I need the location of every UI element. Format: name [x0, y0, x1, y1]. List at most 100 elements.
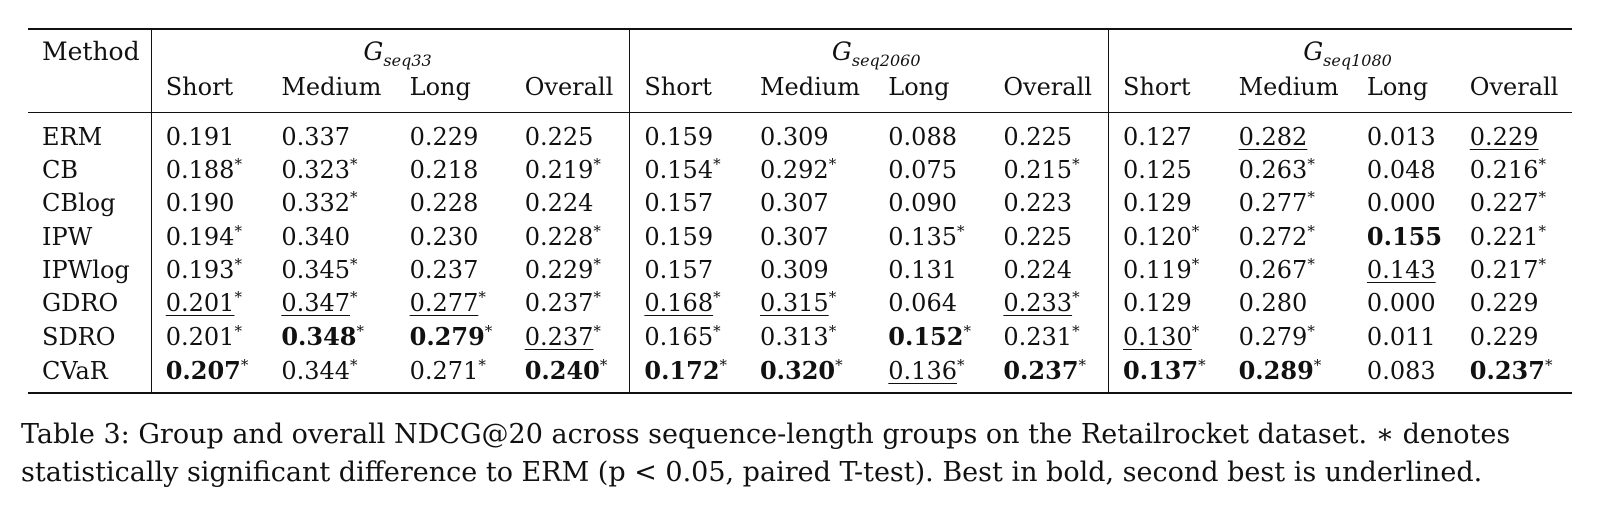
value-text: 0.225 — [1003, 123, 1073, 151]
value-cell: 0.165* — [629, 320, 746, 354]
significance-star: * — [828, 321, 837, 340]
value-text: 0.048 — [1366, 156, 1436, 184]
subcolumn-header-medium: Medium — [281, 73, 382, 101]
table-row: SDRO 0.201* 0.348* 0.279* 0.237* 0.165* 0.313*… — [28, 320, 1572, 354]
value-text: 0.340 — [281, 222, 351, 251]
value-cell: 0.228 — [396, 187, 511, 220]
value-text: 0.216 — [1469, 156, 1539, 184]
subcolumn-header-long: Long — [409, 73, 471, 101]
significance-star: * — [1538, 221, 1547, 240]
value-cell: 0.090 — [874, 187, 989, 220]
value-text: 0.137 — [1123, 356, 1199, 385]
value-cell: 0.229 — [396, 113, 511, 155]
value-text: 0.064 — [888, 289, 957, 317]
value-cell: 0.289* — [1225, 354, 1353, 393]
value-text: 0.228 — [409, 189, 479, 217]
subcolumn-header-overall: Overall — [524, 73, 614, 101]
value-cell: 0.240* — [511, 354, 630, 393]
value-cell: 0.280 — [1225, 287, 1353, 320]
value-cell: 0.143 — [1353, 254, 1456, 287]
significance-star: * — [350, 188, 358, 206]
value-text: 0.119 — [1123, 256, 1192, 284]
significance-star: * — [1078, 356, 1087, 374]
significance-star: * — [599, 356, 608, 374]
value-text: 0.225 — [524, 123, 594, 151]
significance-star: * — [1538, 255, 1547, 273]
value-text: 0.155 — [1366, 222, 1443, 251]
value-cell: 0.332* — [267, 187, 395, 220]
significance-star: * — [1538, 188, 1547, 206]
value-cell: 0.237* — [1456, 354, 1572, 393]
value-text: 0.240 — [524, 356, 600, 385]
method-cell: IPWlog — [42, 256, 130, 284]
group-symbol: G — [831, 37, 852, 66]
group-subscript: seq1080 — [1323, 51, 1392, 70]
value-text: 0.130 — [1123, 322, 1192, 351]
table-row: IPWlog 0.193* 0.345* 0.237 0.229* 0.157 0.309 0… — [28, 254, 1572, 287]
value-text: 0.337 — [281, 123, 351, 151]
significance-star: * — [719, 356, 728, 374]
value-cell: 0.157 — [629, 187, 746, 220]
value-cell: 0.237 — [396, 254, 511, 287]
value-cell: 0.129 — [1108, 287, 1225, 320]
value-cell: 0.201* — [150, 320, 268, 354]
value-cell: 0.159 — [629, 112, 746, 154]
value-cell: 0.194* — [150, 220, 268, 254]
value-cell: 0.348* — [267, 320, 395, 354]
value-cell: 0.075 — [874, 154, 989, 187]
method-header: Method — [42, 37, 140, 66]
value-cell: 0.130* — [1108, 320, 1225, 354]
significance-star: * — [957, 355, 965, 374]
value-text: 0.127 — [1123, 123, 1192, 151]
significance-star: * — [593, 321, 601, 340]
value-text: 0.129 — [1123, 189, 1192, 217]
value-text: 0.345 — [281, 256, 351, 284]
method-cell: CVaR — [42, 356, 108, 385]
subcolumn-header-medium: Medium — [759, 73, 860, 101]
table-row: IPW 0.194* 0.340 0.230 0.228* 0.159 0.307 0.135… — [28, 220, 1572, 254]
significance-star: * — [234, 288, 242, 306]
value-text: 0.315 — [759, 289, 829, 317]
value-cell: 0.201* — [150, 287, 268, 320]
significance-star: * — [828, 288, 837, 306]
value-text: 0.011 — [1366, 322, 1436, 351]
group-header-row: Method Gseq33 Gseq2060 Gseq1080 — [28, 29, 1572, 70]
significance-star: * — [713, 155, 721, 173]
value-cell: 0.154* — [629, 154, 746, 187]
value-cell: 0.230 — [396, 220, 511, 254]
method-cell: CB — [42, 156, 78, 184]
value-text: 0.157 — [644, 189, 714, 217]
significance-star: * — [593, 155, 601, 173]
group-subscript: seq33 — [383, 51, 432, 70]
value-cell: 0.157 — [629, 254, 746, 287]
value-text: 0.229 — [1469, 322, 1539, 351]
value-cell: 0.129 — [1108, 187, 1225, 220]
value-text: 0.231 — [1003, 322, 1073, 351]
value-cell: 0.131 — [874, 254, 989, 287]
significance-star: * — [234, 221, 242, 240]
value-cell: 0.309 — [746, 254, 874, 287]
subcolumn-header-medium: Medium — [1238, 73, 1339, 101]
value-text: 0.277 — [1238, 189, 1308, 217]
value-text: 0.280 — [1238, 289, 1308, 317]
value-text: 0.129 — [1123, 289, 1192, 317]
value-text: 0.154 — [644, 156, 714, 184]
value-text: 0.332 — [281, 189, 351, 217]
value-cell: 0.320* — [746, 354, 874, 393]
subcolumn-header-overall: Overall — [1469, 73, 1559, 101]
value-cell: 0.229 — [1456, 320, 1572, 354]
table-row: CVaR 0.207* 0.344* 0.271* 0.240* 0.172* 0.320*… — [28, 354, 1572, 393]
value-cell: 0.267* — [1225, 254, 1353, 287]
value-text: 0.219 — [524, 156, 594, 184]
value-cell: 0.159 — [629, 220, 746, 254]
value-text: 0.159 — [644, 222, 714, 251]
value-text: 0.289 — [1238, 356, 1314, 385]
value-cell: 0.221* — [1456, 220, 1572, 254]
value-cell: 0.229* — [511, 254, 630, 287]
value-cell: 0.315* — [746, 287, 874, 320]
value-text: 0.323 — [281, 156, 351, 184]
value-cell: 0.218 — [396, 154, 511, 187]
value-text: 0.131 — [888, 256, 957, 284]
value-text: 0.207 — [165, 356, 241, 385]
value-text: 0.165 — [644, 322, 714, 351]
